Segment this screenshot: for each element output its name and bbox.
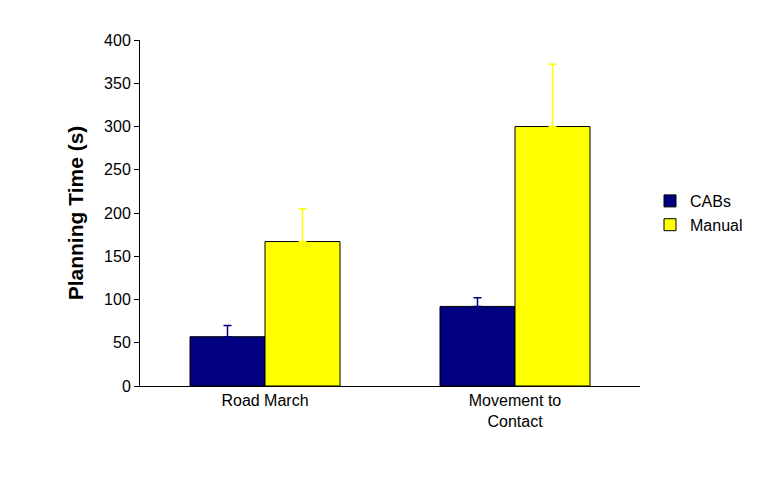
svg-text:CABs: CABs bbox=[690, 193, 731, 210]
svg-text:150: 150 bbox=[104, 248, 131, 265]
svg-text:200: 200 bbox=[104, 205, 131, 222]
svg-text:50: 50 bbox=[113, 334, 131, 351]
svg-text:100: 100 bbox=[104, 291, 131, 308]
svg-text:Road March: Road March bbox=[221, 392, 308, 409]
svg-text:350: 350 bbox=[104, 75, 131, 92]
svg-text:0: 0 bbox=[122, 378, 131, 395]
svg-text:Manual: Manual bbox=[690, 217, 742, 234]
svg-text:Movement toContact: Movement toContact bbox=[469, 392, 562, 430]
svg-text:300: 300 bbox=[104, 118, 131, 135]
svg-text:250: 250 bbox=[104, 161, 131, 178]
svg-text:400: 400 bbox=[104, 32, 131, 49]
svg-text:Planning Time (s): Planning Time (s) bbox=[64, 126, 87, 301]
